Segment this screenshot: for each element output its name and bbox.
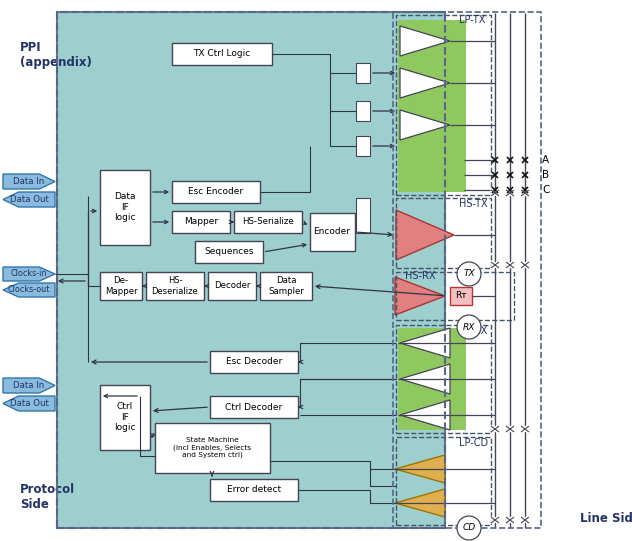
Bar	[356, 198, 370, 233]
Bar	[396, 15, 491, 195]
Text: LP-TX: LP-TX	[459, 15, 485, 25]
Bar	[210, 479, 298, 501]
Bar	[210, 396, 298, 418]
Bar	[398, 328, 466, 430]
Text: Esc Encoder: Esc Encoder	[188, 188, 243, 196]
Bar	[57, 12, 445, 528]
Bar	[396, 272, 514, 320]
Bar	[396, 198, 491, 268]
Bar	[172, 43, 272, 65]
Bar	[172, 211, 230, 233]
Polygon shape	[395, 489, 445, 517]
Text: Clocks-out: Clocks-out	[8, 286, 50, 294]
Bar	[155, 423, 270, 473]
Polygon shape	[400, 68, 450, 98]
Text: Protocol
Side: Protocol Side	[20, 483, 75, 511]
Text: State Machine
(incl Enables, Selects
and System ctrl): State Machine (incl Enables, Selects and…	[173, 438, 251, 459]
Bar	[57, 12, 445, 528]
Text: Decoder: Decoder	[214, 281, 250, 291]
Text: TX: TX	[463, 269, 475, 279]
Text: Data Out: Data Out	[9, 195, 49, 204]
Bar	[195, 241, 263, 263]
Polygon shape	[395, 455, 445, 483]
Text: Error detect: Error detect	[227, 485, 281, 494]
Text: HS-TX: HS-TX	[459, 199, 488, 209]
Text: HS-
Deserialize: HS- Deserialize	[152, 276, 198, 296]
Bar	[234, 211, 302, 233]
Bar	[310, 213, 355, 251]
Text: Rᴛ: Rᴛ	[455, 292, 467, 300]
Polygon shape	[3, 396, 55, 411]
Polygon shape	[3, 378, 55, 393]
Bar	[356, 136, 370, 156]
Text: A: A	[542, 155, 549, 165]
Text: TX Ctrl Logic: TX Ctrl Logic	[193, 49, 251, 58]
Text: Data
Sampler: Data Sampler	[268, 276, 304, 296]
Text: RX: RX	[463, 322, 475, 332]
Polygon shape	[396, 210, 454, 260]
Text: Ctrl Decoder: Ctrl Decoder	[226, 403, 283, 412]
Bar	[100, 385, 150, 450]
Bar	[172, 181, 260, 203]
Bar	[100, 272, 142, 300]
Text: Data In: Data In	[13, 177, 45, 186]
Polygon shape	[3, 283, 55, 297]
Text: HS-Serialize: HS-Serialize	[242, 217, 294, 227]
Bar	[208, 272, 256, 300]
Bar	[398, 20, 466, 192]
Text: CD: CD	[463, 524, 475, 532]
Text: LP-RX: LP-RX	[459, 326, 487, 336]
Text: Clocks-in: Clocks-in	[11, 269, 47, 279]
Text: LP-CD: LP-CD	[459, 438, 488, 448]
Bar	[393, 12, 541, 528]
Polygon shape	[3, 174, 55, 189]
Bar	[356, 63, 370, 83]
Text: Esc Decoder: Esc Decoder	[226, 358, 282, 366]
Text: De-
Mapper: De- Mapper	[105, 276, 137, 296]
Bar	[146, 272, 204, 300]
Polygon shape	[400, 110, 450, 140]
Text: Sequences: Sequences	[204, 247, 254, 256]
Text: Mapper: Mapper	[184, 217, 218, 227]
Text: Ctrl
IF
logic: Ctrl IF logic	[114, 402, 136, 432]
Text: Line Side: Line Side	[580, 512, 632, 525]
Text: Encoder: Encoder	[313, 228, 351, 236]
Text: B: B	[542, 170, 549, 180]
Circle shape	[457, 516, 481, 540]
Circle shape	[457, 315, 481, 339]
Bar	[396, 325, 491, 433]
Bar	[356, 101, 370, 121]
Text: PPI
(appendix): PPI (appendix)	[20, 41, 92, 69]
Polygon shape	[400, 364, 450, 394]
Bar	[396, 437, 491, 525]
Polygon shape	[395, 277, 445, 315]
Bar	[100, 170, 150, 245]
Polygon shape	[400, 328, 450, 358]
Text: Data In: Data In	[13, 381, 45, 390]
Circle shape	[457, 262, 481, 286]
Polygon shape	[3, 267, 55, 281]
Text: C: C	[542, 185, 549, 195]
Bar	[260, 272, 312, 300]
Text: Data
IF
logic: Data IF logic	[114, 192, 136, 222]
Polygon shape	[3, 192, 55, 207]
Polygon shape	[400, 400, 450, 430]
Text: HS-RX: HS-RX	[404, 271, 435, 281]
Polygon shape	[400, 26, 450, 56]
Text: Data Out: Data Out	[9, 399, 49, 408]
Bar	[450, 287, 472, 305]
Bar	[210, 351, 298, 373]
